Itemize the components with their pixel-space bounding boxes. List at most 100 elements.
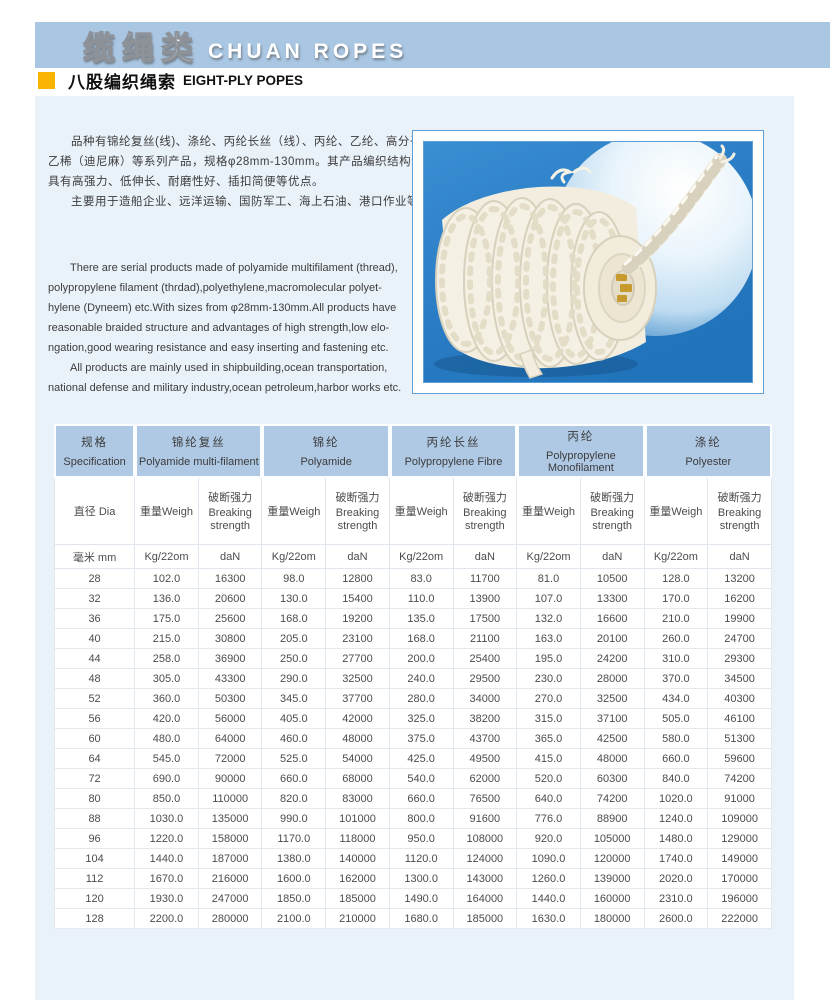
- page-title-band: 缆绳类 CHUAN ROPES: [35, 22, 830, 68]
- unit-weight: Kg/22om: [389, 545, 454, 569]
- table-cell: 130.0: [262, 589, 327, 609]
- intro-line-zh: 乙稀（迪尼麻）等系列产品，规格φ28mm-130mm。其产品编织结构合理，: [48, 156, 448, 168]
- table-cell: 62000: [453, 769, 518, 789]
- table-row: 64 545.0 72000 525.0 54000 425.0 49500 415.0 480…: [54, 749, 772, 769]
- table-cell: 34000: [453, 689, 518, 709]
- table-cell: 43700: [453, 729, 518, 749]
- table-cell: 128.0: [644, 569, 709, 589]
- table-cell: 32500: [580, 689, 645, 709]
- table-cell: 310.0: [644, 649, 709, 669]
- table-cell: 950.0: [389, 829, 454, 849]
- table-cell: 415.0: [517, 749, 581, 769]
- table-cell: 24700: [708, 629, 772, 649]
- table-cell: 23100: [326, 629, 390, 649]
- table-cell: 112: [54, 869, 136, 889]
- table-cell: 88: [54, 809, 136, 829]
- table-cell: 1440.0: [135, 849, 199, 869]
- table-cell: 1240.0: [644, 809, 709, 829]
- table-cell: 660.0: [389, 789, 454, 809]
- table-cell: 1220.0: [135, 829, 199, 849]
- table-cell: 40300: [708, 689, 772, 709]
- table-cell: 54000: [326, 749, 390, 769]
- table-cell: 1120.0: [389, 849, 454, 869]
- table-cell: 91000: [708, 789, 772, 809]
- table-row: 60 480.0 64000 460.0 48000 375.0 43700 365.0 425…: [54, 729, 772, 749]
- unit-strength: daN: [326, 545, 390, 569]
- table-cell: 1380.0: [262, 849, 327, 869]
- table-cell: 365.0: [517, 729, 581, 749]
- intro-line-en: There are serial products made of polyam…: [70, 262, 398, 274]
- intro-line-en: polypropylene filament (thrdad),polyethy…: [48, 282, 382, 294]
- col-header-strength: 破断强力 Breaking strength: [326, 478, 390, 545]
- table-cell: 110000: [198, 789, 263, 809]
- table-cell: 64000: [198, 729, 263, 749]
- table-cell: 525.0: [262, 749, 327, 769]
- table-cell: 776.0: [517, 809, 581, 829]
- table-cell: 434.0: [644, 689, 709, 709]
- table-cell: 44: [54, 649, 136, 669]
- table-cell: 175.0: [135, 609, 199, 629]
- table-cell: 56: [54, 709, 136, 729]
- table-cell: 90000: [198, 769, 263, 789]
- table-cell: 48000: [580, 749, 645, 769]
- table-cell: 1300.0: [389, 869, 454, 889]
- table-cell: 140000: [326, 849, 390, 869]
- table-cell: 425.0: [389, 749, 454, 769]
- intro-text: 品种有锦纶复丝(线)、涤纶、丙纶长丝（线）、丙纶、乙纶、高分子聚 乙稀（迪尼麻）等…: [48, 132, 455, 398]
- table-cell: 109000: [708, 809, 772, 829]
- table-row: 28 102.0 16300 98.0 12800 83.0 11700 81.0 10500 1…: [54, 569, 772, 589]
- table-cell: 168.0: [389, 629, 454, 649]
- table-cell: 345.0: [262, 689, 327, 709]
- table-cell: 96: [54, 829, 136, 849]
- table-cell: 270.0: [517, 689, 581, 709]
- table-cell: 128: [54, 909, 136, 929]
- table-cell: 110.0: [389, 589, 454, 609]
- table-cell: 11700: [453, 569, 518, 589]
- table-cell: 76500: [453, 789, 518, 809]
- col-header-material: 涤纶 Polyester: [644, 424, 772, 478]
- table-cell: 990.0: [262, 809, 327, 829]
- table-cell: 800.0: [389, 809, 454, 829]
- unit-strength: daN: [453, 545, 518, 569]
- table-cell: 28000: [580, 669, 645, 689]
- table-cell: 36: [54, 609, 136, 629]
- table-cell: 13200: [708, 569, 772, 589]
- intro-line-en: national defense and military industry,o…: [48, 382, 402, 394]
- intro-line-en: ngation,good wearing resistance and easy…: [48, 342, 389, 354]
- table-cell: 37700: [326, 689, 390, 709]
- table-cell: 185000: [326, 889, 390, 909]
- table-cell: 210000: [326, 909, 390, 929]
- rope-coil: [435, 166, 657, 379]
- table-row: 48 305.0 43300 290.0 32500 240.0 29500 230.0 280…: [54, 669, 772, 689]
- table-row: 128 2200.0 280000 2100.0 210000 1680.0 185000 1…: [54, 909, 772, 929]
- col-header-weight: 重量Weigh: [644, 478, 709, 545]
- table-cell: 163.0: [517, 629, 581, 649]
- table-cell: 640.0: [517, 789, 581, 809]
- yellow-square-icon: [38, 71, 55, 89]
- unit-weight: Kg/22om: [262, 545, 327, 569]
- table-cell: 168.0: [262, 609, 327, 629]
- table-cell: 1090.0: [517, 849, 581, 869]
- table-cell: 32500: [326, 669, 390, 689]
- col-header-weight: 重量Weigh: [517, 478, 581, 545]
- table-cell: 540.0: [389, 769, 454, 789]
- table-cell: 170000: [708, 869, 772, 889]
- table-cell: 118000: [326, 829, 390, 849]
- table-cell: 580.0: [644, 729, 709, 749]
- table-row: 36 175.0 25600 168.0 19200 135.0 17500 132.0 166…: [54, 609, 772, 629]
- table-cell: 305.0: [135, 669, 199, 689]
- col-header-material: 锦纶复丝 Polyamide multi-filament: [135, 424, 263, 478]
- table-cell: 180000: [580, 909, 645, 929]
- table-cell: 13900: [453, 589, 518, 609]
- page-title-zh: 缆绳类: [82, 30, 201, 66]
- table-cell: 25600: [198, 609, 263, 629]
- table-cell: 46100: [708, 709, 772, 729]
- table-cell: 120000: [580, 849, 645, 869]
- table-cell: 1490.0: [389, 889, 454, 909]
- col-header-strength: 破断强力 Breaking strength: [198, 478, 263, 545]
- table-cell: 260.0: [644, 629, 709, 649]
- table-cell: 160000: [580, 889, 645, 909]
- table-cell: 16600: [580, 609, 645, 629]
- table-cell: 108000: [453, 829, 518, 849]
- table-cell: 80: [54, 789, 136, 809]
